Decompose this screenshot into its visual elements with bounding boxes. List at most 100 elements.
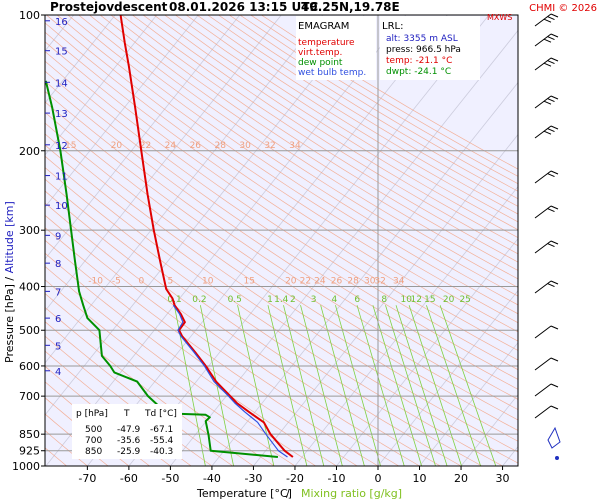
altitude-tick-label: 16 — [55, 17, 68, 28]
mixing-ratio-line — [267, 305, 308, 466]
table-row-850-p: 850 — [85, 447, 102, 457]
dry-adiabat-label: 34 — [289, 141, 301, 151]
mixing-ratio-label: 2 — [290, 295, 296, 305]
altitude-tick-label: 13 — [55, 109, 68, 120]
dry-adiabat-label: 5 — [168, 277, 174, 287]
altitude-tick-labels: 4 5 6 7 8 9 10 11 12 13 14 15 16 — [45, 17, 68, 378]
pressure-tick-label: 400 — [19, 281, 40, 294]
isotherm-line — [45, 15, 158, 156]
wind-barb — [534, 95, 552, 109]
dry-adiabat-label: 0 — [138, 277, 144, 287]
table-row-700-t: -35.6 — [117, 436, 141, 446]
isotherm-line — [45, 15, 407, 466]
altitude-tick-label: 6 — [55, 314, 61, 325]
dry-adiabat-line — [164, 15, 518, 239]
temperature-tick-label: -10 — [327, 472, 345, 485]
pressure-tick-label: 925 — [19, 445, 40, 458]
altitude-tick-label: 11 — [55, 172, 68, 183]
altitude-tick-label: 12 — [55, 141, 68, 152]
wind-barb-feather — [550, 383, 559, 388]
table-header-td: Td [°C] — [144, 409, 177, 419]
header-station: Prostejov — [50, 0, 114, 14]
data-table-box — [72, 404, 182, 459]
wind-barb-surface — [555, 456, 559, 460]
altitude-tick-label: 10 — [55, 201, 68, 212]
temperature-tick-label: 30 — [496, 472, 510, 485]
dry-adiabat-line — [78, 15, 518, 306]
dry-adiabat-label: 30 — [364, 277, 376, 287]
wind-barb-feather — [543, 18, 552, 23]
dry-adiabat-label: 32 — [374, 277, 385, 287]
isotherm-line — [336, 237, 518, 466]
pressure-tick-label: 600 — [19, 360, 40, 373]
dry-adiabat-line — [132, 15, 518, 263]
dry-adiabat-label: 28 — [347, 277, 359, 287]
altitude-tick-label: 4 — [55, 367, 61, 378]
pressure-tick-label: 1000 — [12, 460, 40, 473]
dry-adiabat-label: 26 — [331, 277, 343, 287]
mixing-ratio-line — [300, 305, 343, 466]
dry-adiabat-label: 24 — [165, 141, 177, 151]
dry-adiabat-line — [218, 15, 518, 200]
pressure-tick-label: 300 — [19, 224, 40, 237]
mixing-ratio-line — [408, 305, 462, 466]
series-dew-point — [45, 80, 278, 458]
isotherm-line — [87, 15, 448, 466]
wind-barb-feather — [543, 100, 552, 105]
isotherm-line — [45, 15, 282, 312]
pressure-tick-label: 700 — [19, 390, 40, 403]
series-temperature — [119, 15, 294, 458]
mixing-ratio-line — [199, 305, 234, 466]
altitude-tick-label: 9 — [55, 231, 61, 242]
x-axis-title: Temperature [°C] — [196, 487, 292, 500]
wind-barb — [534, 33, 552, 47]
pressure-tick-label: 500 — [19, 324, 40, 337]
mixing-ratio-line — [335, 305, 381, 466]
isotherm-line — [377, 289, 518, 466]
mixing-ratio-label: 15 — [424, 295, 435, 305]
altitude-tick-label: 8 — [55, 259, 61, 270]
mixing-ratio-label: 20 — [443, 295, 455, 305]
wind-barb-feather — [550, 240, 559, 245]
altitude-tick-label: 5 — [55, 341, 61, 352]
temperature-tick-label: -60 — [120, 472, 138, 485]
pressure-tick-label: 200 — [19, 145, 40, 158]
dry-adiabat-line — [45, 60, 518, 380]
wind-barb — [534, 325, 552, 339]
pressure-tick-label: 850 — [19, 428, 40, 441]
header-datetime: 08.01.2026 13:15 UTC — [169, 0, 318, 14]
wind-barb — [534, 57, 552, 71]
x-axis-title-secondary: Mixing ratio [g/kg] — [301, 487, 402, 500]
wind-barb-feather — [550, 95, 559, 100]
table-row-700-td: -55.4 — [150, 436, 174, 446]
lrl-alt: alt: 3355 m ASL — [386, 34, 458, 44]
wind-barb-feather — [550, 280, 559, 285]
mixing-ratio-line — [237, 305, 275, 466]
sounding-series — [45, 15, 294, 458]
temperature-tick-label: 20 — [454, 472, 468, 485]
dry-adiabat-line — [153, 15, 518, 247]
temperature-tick-label: 10 — [413, 472, 427, 485]
wind-barb-feather — [547, 16, 555, 21]
wind-barb — [534, 383, 552, 397]
isotherm-line — [419, 341, 518, 466]
dry-adiabat-label: -10 — [88, 277, 103, 287]
mixing-ratio-label: 0.5 — [228, 295, 242, 305]
temperature-tick-labels: -70 -60 -50 -40 -30 -20 -10 0 10 20 30 — [78, 466, 510, 485]
dry-adiabat-label: 15 — [244, 277, 255, 287]
mixing-ratio-label: 1.4 — [274, 295, 289, 305]
dry-adiabat-line — [45, 31, 518, 351]
header-coords: 49.25N,19.78E — [301, 0, 400, 14]
dry-adiabat-line — [196, 15, 518, 215]
plot-frame — [44, 14, 519, 467]
dry-adiabat-label: 15 — [65, 141, 76, 151]
legend-temperature: temperature — [298, 38, 355, 48]
mixing-ratio-line — [426, 305, 482, 466]
lrl-title: LRL: — [382, 21, 403, 32]
wind-barb — [534, 125, 552, 139]
lrl-press: press: 966.5 hPa — [386, 45, 461, 55]
temperature-tick-label: -20 — [286, 472, 304, 485]
mixing-ratio-line — [439, 305, 497, 466]
dry-adiabat-line — [56, 15, 518, 324]
